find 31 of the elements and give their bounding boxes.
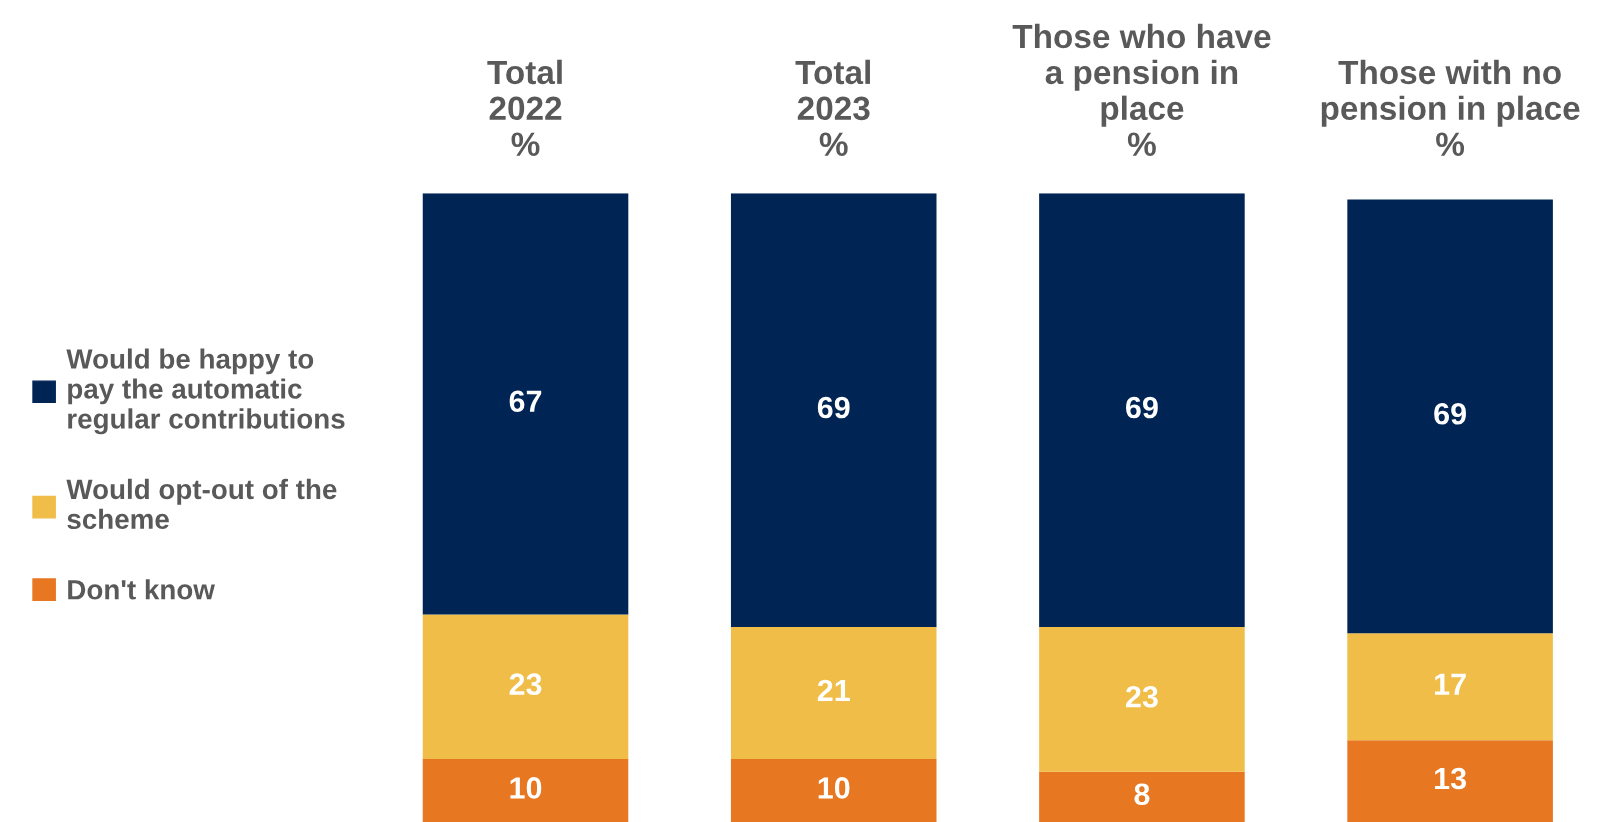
legend-label: Don't know bbox=[68, 579, 215, 600]
data-label: 23 bbox=[509, 673, 542, 696]
bar bbox=[1039, 627, 1245, 772]
bar bbox=[422, 193, 629, 615]
data-label: 67 bbox=[509, 390, 542, 413]
data-label: 17 bbox=[1435, 673, 1466, 695]
data-label: 69 bbox=[817, 396, 850, 419]
bar bbox=[1039, 193, 1245, 628]
legend-label: Would opt-out of the scheme bbox=[66, 478, 337, 530]
data-label: 69 bbox=[1434, 402, 1466, 425]
data-label: 69 bbox=[1126, 396, 1158, 419]
x-tick-label: Total 2022 % bbox=[487, 59, 562, 156]
data-label: 23 bbox=[1125, 685, 1158, 708]
bar bbox=[1347, 633, 1553, 741]
x-tick-label: Those who have a pension in place % bbox=[1012, 23, 1271, 156]
x-tick-label: Those with no pension in place % bbox=[1321, 59, 1580, 156]
x-tick-label: Total 2023 % bbox=[795, 59, 870, 156]
bar bbox=[1347, 199, 1553, 634]
bar bbox=[422, 614, 629, 760]
bar bbox=[422, 759, 629, 822]
bar bbox=[730, 759, 937, 822]
data-label: 8 bbox=[1134, 783, 1150, 806]
bar bbox=[730, 627, 937, 760]
data-label: 10 bbox=[818, 777, 850, 799]
bar bbox=[1347, 740, 1553, 822]
data-label: 13 bbox=[1435, 767, 1466, 790]
data-label: 10 bbox=[510, 777, 542, 799]
bar bbox=[730, 193, 937, 628]
bar bbox=[1039, 771, 1245, 822]
legend-label: Would be happy to pay the automatic regular contributions bbox=[66, 348, 345, 435]
data-label: 21 bbox=[817, 679, 850, 701]
